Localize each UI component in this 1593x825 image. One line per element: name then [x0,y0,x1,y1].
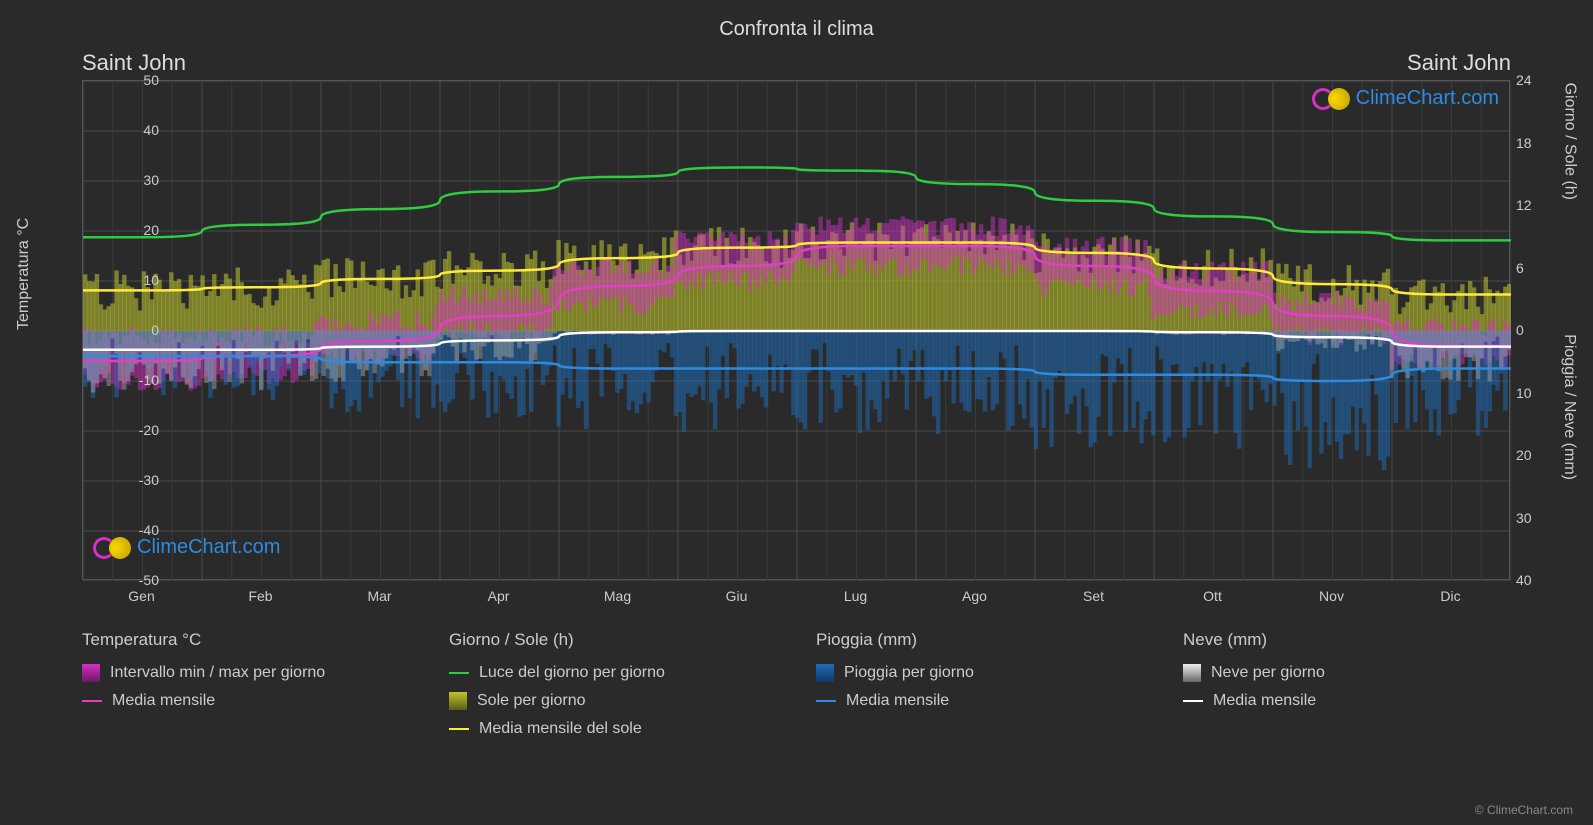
axis-tick: Lug [844,588,867,604]
axis-tick: -40 [139,522,159,538]
swatch-snow-mean [1183,700,1203,702]
location-right: Saint John [1407,50,1511,76]
axis-tick: 20 [1516,447,1532,463]
axis-tick: Ago [962,588,987,604]
chart-title: Confronta il clima [0,0,1593,41]
axis-tick: -10 [139,372,159,388]
legend-item-temp-mean: Media mensile [82,692,409,710]
axis-tick: 10 [143,272,159,288]
y-axis-right-top-label: Giorno / Sole (h) [1560,83,1578,200]
axis-tick: 30 [1516,510,1532,526]
legend: Temperatura °C Intervallo min / max per … [82,630,1510,748]
axis-tick: 6 [1516,260,1524,276]
axis-tick: 30 [143,172,159,188]
legend-col-snow: Neve (mm) Neve per giorno Media mensile [1183,630,1510,748]
legend-label: Neve per giorno [1211,664,1325,682]
legend-item-sun-mean: Media mensile del sole [449,720,776,738]
axis-tick: 0 [151,322,159,338]
legend-header: Giorno / Sole (h) [449,630,776,650]
location-left: Saint John [82,50,186,76]
legend-header: Pioggia (mm) [816,630,1143,650]
axis-tick: 40 [1516,572,1532,588]
climate-chart: Confronta il clima Saint John Saint John… [0,0,1593,825]
swatch-sun-mean [449,728,469,730]
legend-item-daylight: Luce del giorno per giorno [449,664,776,682]
plot-area: ClimeChart.com ClimeChart.com [82,80,1510,580]
axis-tick: 40 [143,122,159,138]
y-axis-right-bottom-label: Pioggia / Neve (mm) [1560,334,1578,480]
axis-tick: 0 [1516,322,1524,338]
axis-tick: Nov [1319,588,1344,604]
legend-item-rain-mean: Media mensile [816,692,1143,710]
axis-tick: -20 [139,422,159,438]
plot-svg [83,81,1511,581]
legend-label: Sole per giorno [477,692,586,710]
axis-tick: Mar [367,588,391,604]
legend-item-temp-range: Intervallo min / max per giorno [82,664,409,682]
legend-item-sun-daily: Sole per giorno [449,692,776,710]
copyright-text: © ClimeChart.com [1475,803,1573,817]
legend-item-snow-daily: Neve per giorno [1183,664,1510,682]
axis-tick: Set [1083,588,1104,604]
axis-tick: 24 [1516,72,1532,88]
legend-header: Neve (mm) [1183,630,1510,650]
legend-label: Media mensile [112,692,215,710]
watermark-bottom-left: ClimeChart.com [93,536,280,559]
axis-tick: Apr [488,588,510,604]
watermark-text: ClimeChart.com [1356,87,1499,110]
axis-tick: Dic [1440,588,1460,604]
axis-tick: -30 [139,472,159,488]
legend-col-rain: Pioggia (mm) Pioggia per giorno Media me… [816,630,1143,748]
axis-tick: 10 [1516,385,1532,401]
legend-label: Media mensile del sole [479,720,642,738]
watermark-top-right: ClimeChart.com [1312,87,1499,110]
axis-tick: Gen [128,588,154,604]
legend-item-snow-mean: Media mensile [1183,692,1510,710]
axis-tick: Mag [604,588,631,604]
axis-tick: -50 [139,572,159,588]
swatch-daylight [449,672,469,674]
axis-tick: 12 [1516,197,1532,213]
swatch-temp-mean [82,700,102,702]
watermark-text: ClimeChart.com [137,536,280,559]
legend-col-temperature: Temperatura °C Intervallo min / max per … [82,630,409,748]
swatch-rain-mean [816,700,836,702]
legend-label: Luce del giorno per giorno [479,664,665,682]
y-axis-left-label: Temperatura °C [15,218,33,330]
legend-label: Intervallo min / max per giorno [110,664,325,682]
swatch-snow-daily [1183,664,1201,682]
axis-tick: Giu [726,588,748,604]
axis-tick: 20 [143,222,159,238]
legend-label: Pioggia per giorno [844,664,974,682]
legend-label: Media mensile [846,692,949,710]
axis-tick: 18 [1516,135,1532,151]
legend-header: Temperatura °C [82,630,409,650]
legend-item-rain-daily: Pioggia per giorno [816,664,1143,682]
logo-sun-icon [1328,88,1350,110]
axis-tick: Feb [248,588,272,604]
axis-tick: 50 [143,72,159,88]
legend-label: Media mensile [1213,692,1316,710]
swatch-temp-range [82,664,100,682]
axis-tick: Ott [1203,588,1222,604]
logo-sun-icon [109,537,131,559]
swatch-rain-daily [816,664,834,682]
swatch-sun-daily [449,692,467,710]
legend-col-daysun: Giorno / Sole (h) Luce del giorno per gi… [449,630,776,748]
